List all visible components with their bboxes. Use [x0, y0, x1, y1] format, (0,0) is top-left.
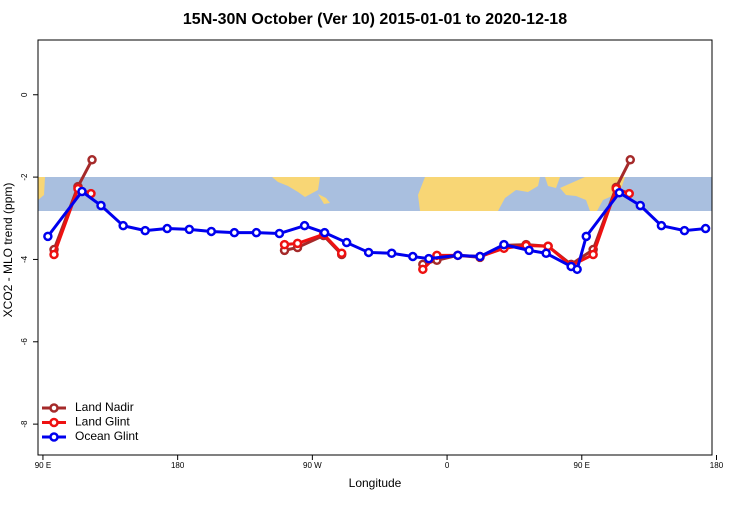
series-line: [284, 232, 343, 255]
y-tick-label: 0: [20, 92, 29, 97]
data-point: [656, 220, 667, 231]
data-point: [700, 223, 711, 234]
x-tick-label: 0: [445, 461, 450, 470]
y-tick-label: -8: [20, 420, 29, 428]
legend-marker: [49, 403, 59, 413]
data-point: [475, 251, 485, 262]
data-point: [386, 248, 397, 259]
data-point: [140, 225, 150, 236]
data-point: [299, 220, 310, 231]
legend-label: Land Glint: [75, 415, 130, 429]
data-point: [118, 220, 128, 231]
y-tick-label: -6: [20, 338, 29, 346]
data-point: [635, 200, 646, 211]
data-point: [424, 253, 434, 264]
x-tick-label: 90 W: [303, 461, 322, 470]
y-tick-label: -2: [20, 173, 29, 181]
data-point: [229, 227, 240, 238]
chart-title: 15N-30N October (Ver 10) 2015-01-01 to 2…: [183, 11, 567, 28]
data-point: [625, 155, 636, 165]
x-tick-label: 180: [171, 461, 185, 470]
data-point: [418, 264, 428, 275]
data-point: [87, 155, 97, 165]
y-axis-label: XCO2 - MLO trend (ppm): [1, 183, 15, 318]
data-point: [572, 264, 582, 275]
data-point: [49, 249, 59, 260]
data-point: [581, 231, 592, 242]
data-point: [499, 239, 509, 250]
legend-label: Ocean Glint: [75, 429, 139, 443]
data-point: [206, 226, 217, 237]
data-point: [162, 223, 172, 234]
data-point: [319, 227, 330, 238]
data-point: [43, 231, 53, 242]
data-point: [96, 200, 106, 211]
x-tick-label: 90 E: [35, 461, 51, 470]
data-point: [614, 187, 625, 198]
map-band: [38, 177, 712, 211]
data-point: [541, 248, 551, 259]
data-point: [184, 224, 195, 235]
x-axis-label: Longitude: [349, 476, 402, 490]
data-point: [279, 239, 290, 250]
x-tick-label: 180: [710, 461, 724, 470]
legend-label: Land Nadir: [75, 400, 134, 414]
data-point: [274, 228, 285, 239]
data-point: [336, 248, 347, 259]
data-point: [77, 186, 87, 197]
data-point: [588, 249, 598, 260]
data-point: [341, 237, 352, 248]
legend-marker: [49, 417, 59, 428]
data-point: [453, 250, 463, 261]
data-point: [251, 227, 262, 238]
data-point: [363, 247, 374, 258]
y-tick-label: -4: [20, 255, 29, 263]
data-point: [524, 245, 534, 256]
data-point: [679, 225, 690, 236]
data-point: [408, 251, 418, 262]
plot-frame: [37, 39, 713, 456]
legend-marker: [49, 432, 59, 442]
data-point: [292, 238, 303, 249]
x-tick-label: 90 E: [574, 461, 590, 470]
